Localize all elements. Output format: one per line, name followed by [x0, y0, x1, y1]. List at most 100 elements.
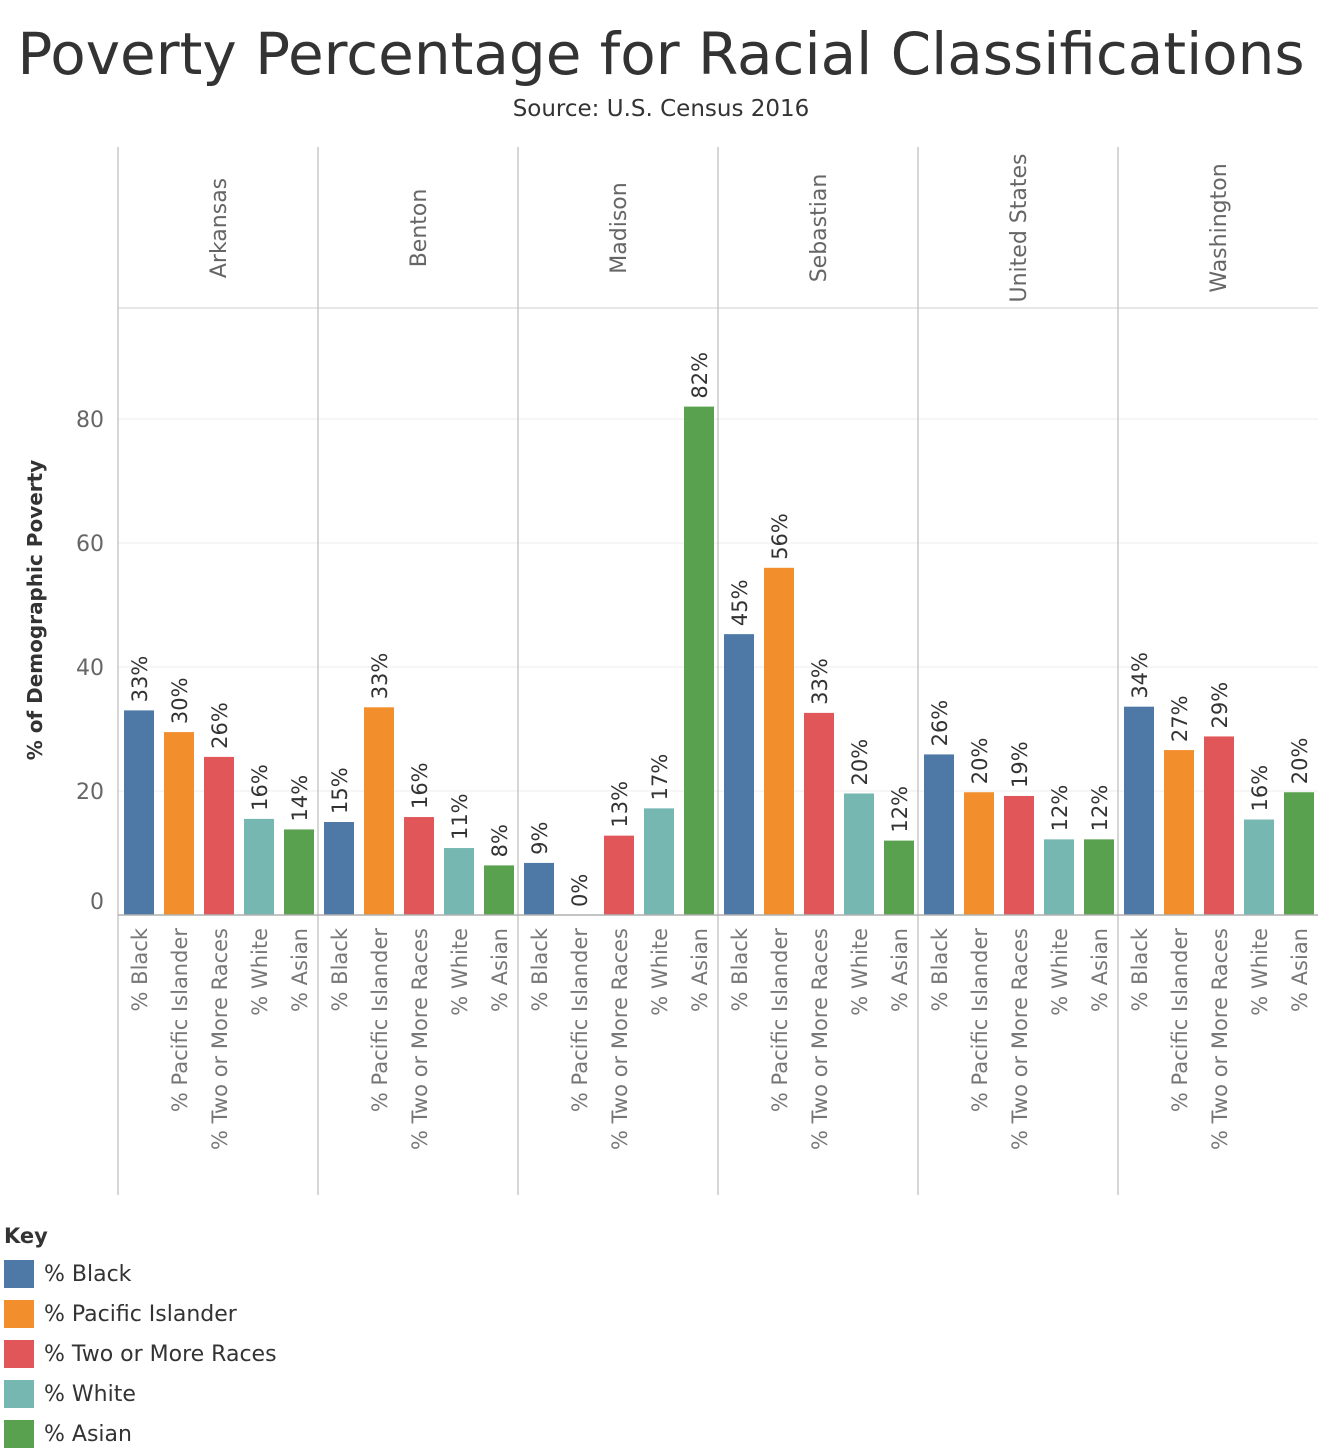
bar — [404, 817, 434, 915]
y-tick-label: 20 — [76, 780, 104, 805]
x-tick-label: % Two or More Races — [208, 928, 232, 1150]
data-label: 16% — [408, 762, 432, 809]
legend-swatch — [4, 1380, 34, 1408]
data-label: 0% — [568, 874, 592, 907]
data-label: 26% — [928, 700, 952, 747]
chart-subtitle: Source: U.S. Census 2016 — [512, 96, 810, 122]
legend-title: Key — [4, 1224, 48, 1248]
x-tick-label: % Asian — [488, 928, 512, 1012]
legend-label: % Pacific Islander — [44, 1301, 237, 1327]
data-label: 45% — [728, 579, 752, 626]
bar — [1204, 736, 1234, 915]
x-tick-label: % Black — [128, 927, 152, 1011]
bar — [444, 848, 474, 915]
data-label: 56% — [768, 513, 792, 560]
bar — [1004, 795, 1034, 915]
data-label: 16% — [248, 764, 272, 811]
bar — [324, 822, 354, 915]
data-label: 16% — [1248, 765, 1272, 812]
x-tick-label: % Asian — [1288, 928, 1312, 1012]
chart-title: Poverty Percentage for Racial Classifica… — [17, 20, 1305, 88]
legend-item: % Two or More Races — [4, 1334, 277, 1374]
data-label: 82% — [688, 352, 712, 399]
bar — [844, 793, 874, 915]
bar — [484, 865, 514, 915]
bar — [924, 754, 954, 915]
legend-label: % Asian — [44, 1421, 132, 1447]
legend-item: % Black — [4, 1254, 277, 1294]
legend-swatch — [4, 1260, 34, 1288]
legend-label: % Two or More Races — [44, 1341, 277, 1367]
bar — [364, 707, 394, 915]
data-label: 12% — [1088, 785, 1112, 832]
data-label: 30% — [168, 677, 192, 724]
legend: Key % Black % Pacific Islander % Two or Mo… — [4, 1224, 277, 1454]
data-label: 33% — [128, 656, 152, 703]
data-label: 8% — [488, 824, 512, 857]
group-header-benton: Benton — [407, 189, 432, 268]
x-tick-label: % Black — [728, 927, 752, 1011]
bar — [1284, 792, 1314, 915]
y-tick-label: 40 — [76, 656, 104, 681]
x-tick-label: % White — [1048, 928, 1072, 1016]
x-tick-label: % Two or More Races — [808, 928, 832, 1150]
data-label: 9% — [528, 822, 552, 855]
bar — [124, 710, 154, 915]
x-tick-label: % Pacific Islander — [568, 928, 592, 1112]
data-label: 12% — [888, 786, 912, 833]
x-tick-label: % Black — [328, 927, 352, 1011]
bar — [524, 862, 554, 915]
x-tick-label: % Pacific Islander — [768, 928, 792, 1112]
x-tick-label: % White — [448, 928, 472, 1016]
x-tick-label: % Asian — [888, 928, 912, 1012]
legend-item: % Pacific Islander — [4, 1294, 277, 1334]
legend-label: % Black — [44, 1261, 132, 1287]
bar — [1244, 819, 1274, 915]
bar — [1164, 750, 1194, 915]
legend-item: % Asian — [4, 1414, 277, 1454]
bar — [1124, 706, 1154, 915]
y-tick-label: 80 — [76, 408, 104, 433]
x-tick-label: % Black — [1128, 927, 1152, 1011]
bar — [884, 840, 914, 915]
x-tick-label: % Two or More Races — [1208, 928, 1232, 1150]
group-header-madison: Madison — [607, 182, 632, 273]
x-tick-label: % Black — [528, 927, 552, 1011]
data-label: 27% — [1168, 695, 1192, 742]
x-tick-label: % Asian — [288, 928, 312, 1012]
bar — [804, 712, 834, 915]
bar — [164, 732, 194, 915]
data-label: 33% — [808, 658, 832, 705]
y-tick-label: 60 — [76, 532, 104, 557]
x-tick-label: % White — [1248, 928, 1272, 1016]
bar — [684, 406, 714, 915]
x-tick-label: % Pacific Islander — [1168, 928, 1192, 1112]
x-tick-label: % Asian — [1088, 928, 1112, 1012]
data-label: 20% — [968, 738, 992, 785]
data-label: 13% — [608, 781, 632, 828]
legend-swatch — [4, 1340, 34, 1368]
y-axis-label: % of Demographic Poverty — [23, 460, 47, 761]
data-label: 11% — [448, 793, 472, 840]
bar — [724, 634, 754, 915]
bar — [644, 808, 674, 915]
bar — [964, 792, 994, 915]
x-tick-label: % White — [648, 928, 672, 1016]
x-tick-label: % Pacific Islander — [368, 928, 392, 1112]
group-header-arkansas: Arkansas — [207, 178, 232, 278]
data-label: 20% — [1288, 738, 1312, 785]
bar — [764, 567, 794, 915]
data-label: 34% — [1128, 652, 1152, 699]
x-tick-label: % Asian — [688, 928, 712, 1012]
group-header-united-states: United States — [1007, 154, 1032, 303]
bar — [284, 829, 314, 915]
group-header-washington: Washington — [1207, 163, 1232, 292]
data-label: 29% — [1208, 682, 1232, 729]
x-tick-label: % Two or More Races — [608, 928, 632, 1150]
x-tick-label: % Black — [928, 927, 952, 1011]
legend-item: % White — [4, 1374, 277, 1414]
data-label: 20% — [848, 739, 872, 786]
data-label: 14% — [288, 775, 312, 822]
bar — [204, 756, 234, 915]
x-tick-label: % Pacific Islander — [168, 928, 192, 1112]
